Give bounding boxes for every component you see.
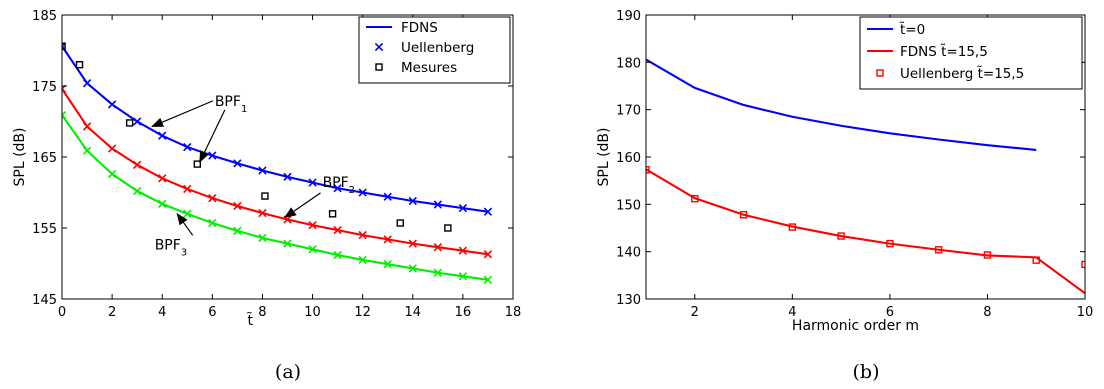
annotation-base: BPF — [155, 237, 181, 253]
annotation-bpf3: BPF3 — [155, 237, 187, 257]
measurement-point-3 — [127, 120, 133, 126]
measurement-point-2 — [77, 62, 83, 68]
data-point-1-4 — [134, 118, 141, 125]
legend: FDNS Uellenberg Mesures — [359, 17, 510, 83]
data-point-3-2 — [83, 147, 90, 154]
y-tick-label-6: 190 — [616, 9, 641, 24]
y-axis-label: SPL (dB) — [596, 128, 612, 187]
legend-label-2: FDNS t̃=15,5 — [900, 44, 988, 60]
x-tick-label-7: 14 — [405, 305, 422, 320]
x-tick-label-6: 12 — [354, 305, 371, 320]
x-axis-label: Harmonic order m — [792, 318, 919, 334]
x-tick-label-4: 10 — [1077, 305, 1094, 320]
y-tick-label-1: 155 — [32, 222, 57, 237]
annotation-bpf2: BPF2 — [323, 175, 355, 196]
annotation-subscript: 2 — [349, 184, 355, 195]
legend-label-3: Mesures — [401, 60, 457, 76]
annotation-subscript: 1 — [241, 103, 247, 114]
annotation-arrow-2 — [200, 110, 225, 162]
y-tick-label-5: 180 — [616, 56, 641, 71]
measurement-point-8 — [445, 225, 451, 231]
series-line-2 — [646, 169, 1085, 293]
annotation-arrow-1 — [152, 101, 213, 127]
measurement-point-7 — [397, 220, 403, 226]
data-point-3-3 — [109, 170, 116, 177]
data-point-1-2 — [83, 80, 90, 87]
x-tick-label-8: 16 — [455, 305, 472, 320]
legend-label-2: Uellenberg — [401, 40, 474, 56]
measurement-point-4 — [194, 161, 200, 167]
annotation-bpf1: BPF1 — [215, 94, 247, 115]
y-tick-label-0: 145 — [32, 293, 57, 308]
y-tick-label-2: 150 — [616, 198, 641, 213]
panel-label-b: (b) — [853, 361, 880, 383]
measurement-point-5 — [262, 193, 268, 199]
x-tick-label-1: 2 — [108, 305, 116, 320]
legend-label-3: Uellenberg t̃=15,5 — [900, 66, 1024, 82]
x-tick-label-5: 10 — [304, 305, 321, 320]
x-tick-label-3: 6 — [208, 305, 216, 320]
x-tick-label-0: 0 — [58, 305, 66, 320]
data-point-2-4 — [134, 161, 141, 168]
y-tick-label-2: 165 — [32, 151, 57, 166]
data-point-1-3 — [109, 101, 116, 108]
data-point-2-3 — [109, 145, 116, 152]
annotation-base: BPF — [215, 94, 241, 110]
series-line-3 — [62, 115, 488, 280]
annotation-arrow-3 — [285, 193, 321, 218]
y-tick-label-1: 140 — [616, 246, 641, 261]
panel-label-a: (a) — [275, 361, 301, 383]
x-axis-label: t̃ — [247, 312, 254, 329]
chart-panel-a: 0 2 4 6 8 10 12 14 16 18145155165175185SPL (dB)t̃… — [12, 9, 521, 383]
y-tick-label-4: 170 — [616, 104, 641, 119]
x-tick-label-3: 8 — [983, 305, 991, 320]
data-point-2-2 — [83, 123, 90, 130]
x-tick-label-4: 8 — [258, 305, 266, 320]
chart-panel-b: 2 4 6 8 10130140150160170180190SPL (dB)Harmo… — [596, 9, 1093, 383]
y-tick-label-3: 175 — [32, 80, 57, 95]
legend-label-1: FDNS — [401, 20, 438, 36]
y-axis-label: SPL (dB) — [12, 128, 28, 187]
annotation-base: BPF — [323, 175, 349, 191]
measurement-point-6 — [330, 211, 336, 217]
x-tick-label-2: 4 — [158, 305, 166, 320]
annotation-subscript: 3 — [181, 247, 187, 258]
data-point-3-4 — [134, 187, 141, 194]
y-tick-label-3: 160 — [616, 151, 641, 166]
legend: t̃=0 FDNS t̃=15,5 Uellenberg t̃=15,5 — [860, 17, 1082, 89]
plot-area — [643, 59, 1088, 293]
y-tick-label-4: 185 — [32, 9, 57, 24]
legend-label-1: t̃=0 — [899, 22, 925, 38]
y-tick-label-0: 130 — [616, 293, 641, 308]
x-tick-label-0: 2 — [691, 305, 699, 320]
x-tick-label-9: 18 — [505, 305, 522, 320]
